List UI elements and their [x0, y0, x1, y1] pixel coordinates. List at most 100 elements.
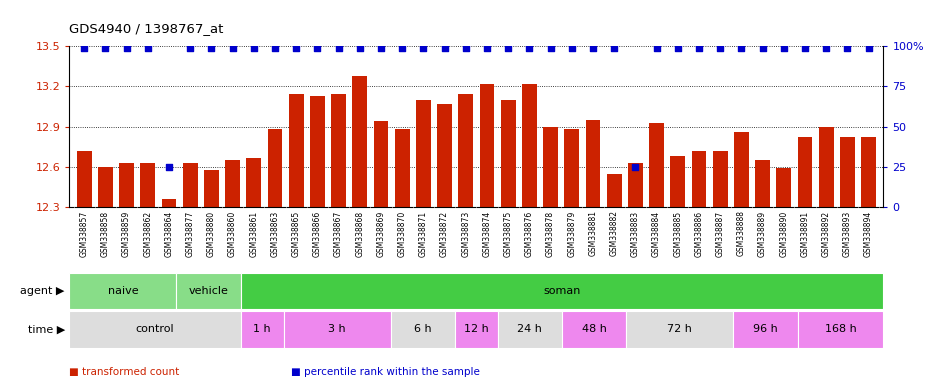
Point [246, 45, 261, 51]
Bar [240, 311, 284, 348]
Bar [395, 129, 410, 384]
Point [840, 45, 855, 51]
Point [649, 45, 664, 51]
Bar [819, 127, 833, 384]
Point [692, 45, 707, 51]
Bar [284, 311, 390, 348]
Bar [69, 311, 240, 348]
Text: GSM338870: GSM338870 [398, 210, 407, 257]
Bar [390, 311, 455, 348]
Bar [734, 132, 748, 384]
Bar [776, 169, 791, 384]
Text: control: control [136, 324, 175, 334]
Text: GSM338888: GSM338888 [737, 210, 746, 257]
Text: GSM338867: GSM338867 [334, 210, 343, 257]
Bar [479, 84, 494, 384]
Text: GSM338892: GSM338892 [821, 210, 831, 257]
Text: GSM338859: GSM338859 [122, 210, 131, 257]
Point [77, 45, 92, 51]
Point [289, 45, 303, 51]
Text: GSM338882: GSM338882 [610, 210, 619, 257]
Bar [416, 100, 431, 384]
Bar [562, 311, 626, 348]
Bar [607, 174, 622, 384]
Text: ■ transformed count: ■ transformed count [69, 367, 179, 377]
Text: GSM338894: GSM338894 [864, 210, 873, 257]
Bar [225, 160, 240, 384]
Bar [69, 273, 177, 309]
Bar [522, 84, 536, 384]
Point [819, 45, 833, 51]
Bar [246, 158, 261, 384]
Text: GSM338886: GSM338886 [695, 210, 703, 257]
Point [416, 45, 431, 51]
Point [607, 45, 622, 51]
Point [98, 45, 113, 51]
Bar [713, 151, 728, 384]
Point [267, 45, 282, 51]
Bar [586, 120, 600, 384]
Point [734, 45, 748, 51]
Bar [626, 311, 734, 348]
Text: GSM338863: GSM338863 [270, 210, 279, 257]
Text: GSM338878: GSM338878 [546, 210, 555, 257]
Text: GSM338875: GSM338875 [504, 210, 512, 257]
Text: 96 h: 96 h [753, 324, 778, 334]
Point [861, 45, 876, 51]
Point [374, 45, 388, 51]
Text: GSM338883: GSM338883 [631, 210, 640, 257]
Point [713, 45, 728, 51]
Bar [177, 273, 240, 309]
Text: GSM338880: GSM338880 [207, 210, 216, 257]
Point [204, 45, 219, 51]
Bar [374, 121, 388, 384]
Text: 1 h: 1 h [253, 324, 271, 334]
Bar [162, 199, 177, 384]
Text: ■ percentile rank within the sample: ■ percentile rank within the sample [291, 367, 480, 377]
Text: GSM338866: GSM338866 [313, 210, 322, 257]
Text: GSM338876: GSM338876 [524, 210, 534, 257]
Point [671, 45, 685, 51]
Point [119, 45, 134, 51]
Point [225, 45, 240, 51]
Point [586, 45, 600, 51]
Text: GSM338873: GSM338873 [462, 210, 470, 257]
Bar [459, 94, 474, 384]
Text: GSM338864: GSM338864 [165, 210, 174, 257]
Bar [692, 151, 707, 384]
Point [797, 45, 812, 51]
Text: GSM338860: GSM338860 [228, 210, 237, 257]
Bar [331, 94, 346, 384]
Bar [797, 311, 883, 348]
Bar [628, 163, 643, 384]
Text: 12 h: 12 h [464, 324, 488, 334]
Bar [671, 156, 685, 384]
Text: GSM338857: GSM338857 [80, 210, 89, 257]
Bar [649, 123, 664, 384]
Point [141, 45, 155, 51]
Text: 3 h: 3 h [328, 324, 346, 334]
Point [564, 45, 579, 51]
Text: GSM338879: GSM338879 [567, 210, 576, 257]
Text: GSM338889: GSM338889 [758, 210, 767, 257]
Text: GDS4940 / 1398767_at: GDS4940 / 1398767_at [69, 22, 224, 35]
Point [438, 45, 452, 51]
Text: GSM338861: GSM338861 [250, 210, 258, 257]
Text: GSM338893: GSM338893 [843, 210, 852, 257]
Text: GSM338885: GSM338885 [673, 210, 683, 257]
Point [395, 45, 410, 51]
Bar [840, 137, 855, 384]
Point [459, 45, 474, 51]
Bar [543, 127, 558, 384]
Text: GSM338877: GSM338877 [186, 210, 194, 257]
Bar [861, 137, 876, 384]
Text: GSM338884: GSM338884 [652, 210, 661, 257]
Text: GSM338872: GSM338872 [440, 210, 449, 257]
Bar [289, 94, 303, 384]
Bar [141, 163, 155, 384]
Text: GSM338874: GSM338874 [483, 210, 491, 257]
Text: agent ▶: agent ▶ [20, 286, 65, 296]
Bar [267, 129, 282, 384]
Text: 48 h: 48 h [582, 324, 607, 334]
Point [522, 45, 536, 51]
